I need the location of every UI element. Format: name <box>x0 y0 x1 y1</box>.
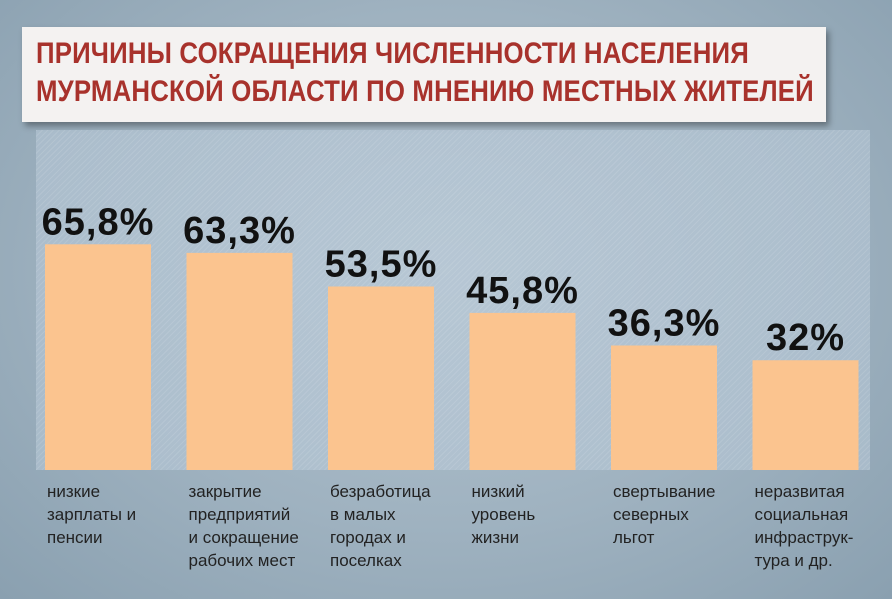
bar-4 <box>469 312 576 470</box>
chart-title-line-2: МУРМАНСКОЙ ОБЛАСТИ ПО МНЕНИЮ МЕСТНЫХ ЖИТ… <box>36 75 814 108</box>
bar-value-label-2: 63,3% <box>183 210 296 252</box>
category-label-line: неразвитая <box>755 482 845 501</box>
bar-3 <box>328 286 434 470</box>
category-label-line: северных <box>613 505 689 524</box>
category-label-line: рабочих мест <box>189 551 296 570</box>
category-label-line: пенсии <box>47 528 103 547</box>
bar-value-label-3: 53,5% <box>325 243 438 285</box>
bar-2 <box>186 252 293 470</box>
plot-panel <box>36 130 870 470</box>
bar-value-label-1: 65,8% <box>42 201 155 243</box>
category-label-line: городах и <box>330 528 406 547</box>
category-label-line: уровень <box>472 505 536 524</box>
category-label-line: свертывание <box>613 482 716 501</box>
bar-5 <box>611 345 717 470</box>
category-label-line: социальная <box>755 505 849 524</box>
category-label-3: безработица в малых городах и поселках <box>330 482 431 570</box>
category-label-line: закрытие <box>189 482 262 501</box>
bar-value-label-6: 32% <box>766 317 845 359</box>
category-label-1: низкие зарплаты и пенсии <box>47 482 136 547</box>
bar-value-label-4: 45,8% <box>466 270 579 312</box>
bar-value-label-5: 36,3% <box>608 302 721 344</box>
category-label-2: закрытие предприятий и сокращение рабочих м… <box>189 482 299 570</box>
category-label-line: низкий <box>472 482 525 501</box>
category-label-line: и сокращение <box>189 528 299 547</box>
category-label-line: безработица <box>330 482 431 501</box>
category-label-line: льгот <box>613 528 655 547</box>
category-label-5: свертывание северных льгот <box>613 482 716 547</box>
category-label-line: тура и др. <box>755 551 833 570</box>
title-box: ПРИЧИНЫ СОКРАЩЕНИЯ ЧИСЛЕННОСТИ НАСЕЛЕНИЯ… <box>22 27 826 122</box>
category-label-line: поселках <box>330 551 402 570</box>
category-label-line: предприятий <box>189 505 291 524</box>
chart-title-line-1: ПРИЧИНЫ СОКРАЩЕНИЯ ЧИСЛЕННОСТИ НАСЕЛЕНИЯ <box>36 37 749 70</box>
category-label-line: инфраструк- <box>755 528 854 547</box>
category-label-6: неразвитая социальная инфраструк-тура и др… <box>755 482 854 570</box>
category-label-line: жизни <box>472 528 520 547</box>
category-label-4: низкий уровень жизни <box>472 482 536 547</box>
category-label-line: низкие <box>47 482 100 501</box>
bar-6 <box>752 360 859 470</box>
bar-1 <box>45 244 151 470</box>
category-label-line: в малых <box>330 505 396 524</box>
category-label-line: зарплаты и <box>47 505 136 524</box>
